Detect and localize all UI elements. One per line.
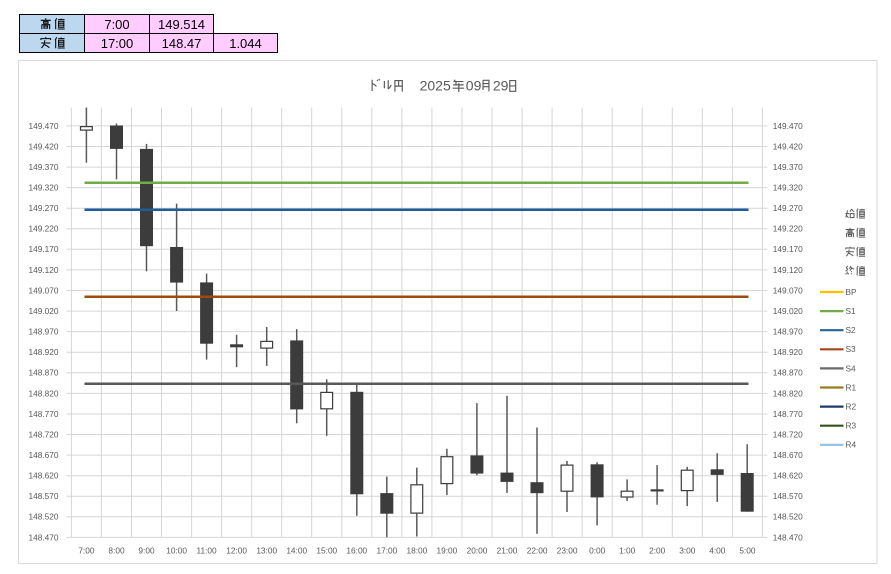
svg-text:149.220: 149.220	[773, 224, 803, 234]
svg-text:S1: S1	[846, 306, 857, 316]
svg-text:149.070: 149.070	[29, 285, 59, 295]
svg-text:149.470: 149.470	[773, 121, 803, 131]
svg-text:148.870: 148.870	[773, 368, 803, 378]
svg-text:149.220: 149.220	[29, 224, 59, 234]
svg-text:9:00: 9:00	[138, 545, 155, 555]
svg-text:5:00: 5:00	[739, 545, 756, 555]
svg-text:148.820: 148.820	[773, 388, 803, 398]
svg-text:149.420: 149.420	[29, 141, 59, 151]
svg-text:148.620: 148.620	[29, 471, 59, 481]
svg-text:149.070: 149.070	[773, 285, 803, 295]
svg-text:12:00: 12:00	[226, 545, 247, 555]
svg-text:148.870: 148.870	[29, 368, 59, 378]
svg-text:1:00: 1:00	[619, 545, 636, 555]
svg-text:19:00: 19:00	[437, 545, 458, 555]
svg-text:148.570: 148.570	[773, 491, 803, 501]
svg-text:148.820: 148.820	[29, 388, 59, 398]
svg-text:10:00: 10:00	[166, 545, 187, 555]
svg-text:149.270: 149.270	[773, 203, 803, 213]
svg-text:2025: 2025	[420, 78, 451, 94]
svg-text:148.970: 148.970	[773, 327, 803, 337]
svg-text:14:00: 14:00	[286, 545, 307, 555]
svg-text:R2: R2	[846, 402, 857, 412]
svg-text:3:00: 3:00	[679, 545, 696, 555]
svg-text:17:00: 17:00	[377, 545, 398, 555]
svg-text:2:00: 2:00	[649, 545, 666, 555]
svg-text:149.420: 149.420	[773, 141, 803, 151]
svg-text:R4: R4	[846, 440, 857, 450]
svg-text:149.320: 149.320	[773, 183, 803, 193]
svg-text:7:00: 7:00	[78, 545, 95, 555]
svg-text:4:00: 4:00	[709, 545, 726, 555]
svg-text:11:00: 11:00	[197, 545, 218, 555]
svg-text:09: 09	[466, 78, 482, 94]
svg-text:8:00: 8:00	[108, 545, 125, 555]
svg-text:148.670: 148.670	[29, 450, 59, 460]
svg-text:148.570: 148.570	[29, 491, 59, 501]
svg-text:BP: BP	[846, 287, 858, 297]
svg-text:149.170: 149.170	[29, 244, 59, 254]
svg-text:148.920: 148.920	[773, 347, 803, 357]
svg-text:148.770: 148.770	[773, 409, 803, 419]
svg-text:149.020: 149.020	[773, 306, 803, 316]
svg-text:149.270: 149.270	[29, 203, 59, 213]
svg-text:148.470: 148.470	[29, 532, 59, 542]
svg-text:148.620: 148.620	[773, 471, 803, 481]
svg-text:149.370: 149.370	[29, 162, 59, 172]
svg-text:0:00: 0:00	[589, 545, 606, 555]
svg-text:S3: S3	[846, 344, 857, 354]
svg-text:23:00: 23:00	[557, 545, 578, 555]
svg-text:148.720: 148.720	[29, 429, 59, 439]
svg-text:149.020: 149.020	[29, 306, 59, 316]
svg-text:148.520: 148.520	[773, 512, 803, 522]
svg-text:R3: R3	[846, 421, 857, 431]
svg-text:149.120: 149.120	[773, 265, 803, 275]
svg-text:148.670: 148.670	[773, 450, 803, 460]
svg-text:S4: S4	[846, 363, 857, 373]
svg-text:148.470: 148.470	[773, 532, 803, 542]
svg-text:16:00: 16:00	[346, 545, 367, 555]
svg-text:148.770: 148.770	[29, 409, 59, 419]
svg-text:R1: R1	[846, 382, 857, 392]
svg-text:149.120: 149.120	[29, 265, 59, 275]
svg-text:148.970: 148.970	[29, 327, 59, 337]
svg-text:148.520: 148.520	[29, 512, 59, 522]
svg-text:S2: S2	[846, 325, 857, 335]
svg-text:13:00: 13:00	[256, 545, 277, 555]
svg-text:149.370: 149.370	[773, 162, 803, 172]
svg-text:149.320: 149.320	[29, 183, 59, 193]
svg-text:21:00: 21:00	[497, 545, 518, 555]
svg-text:149.170: 149.170	[773, 244, 803, 254]
svg-text:148.920: 148.920	[29, 347, 59, 357]
svg-text:148.720: 148.720	[773, 429, 803, 439]
svg-text:15:00: 15:00	[316, 545, 337, 555]
svg-text:149.470: 149.470	[29, 121, 59, 131]
svg-text:18:00: 18:00	[407, 545, 428, 555]
svg-text:20:00: 20:00	[467, 545, 488, 555]
svg-text:22:00: 22:00	[527, 545, 548, 555]
svg-text:29: 29	[493, 78, 509, 94]
